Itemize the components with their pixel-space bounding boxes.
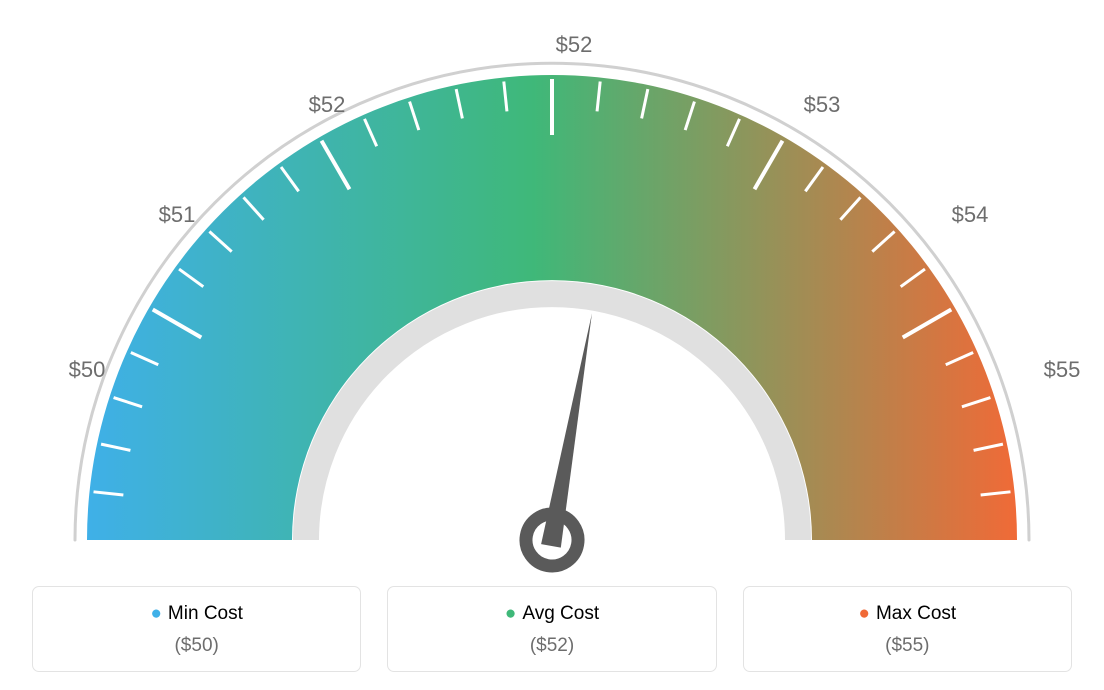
legend-avg-value: ($52) — [388, 635, 715, 657]
scale-label: $52 — [556, 32, 593, 58]
scale-label: $52 — [309, 92, 346, 118]
legend-max-text: Max Cost — [876, 603, 956, 624]
dot-icon: ● — [150, 603, 161, 624]
legend-max-value: ($55) — [744, 635, 1071, 657]
legend-min: ● Min Cost ($50) — [32, 586, 361, 672]
legend-min-text: Min Cost — [168, 603, 243, 624]
legend-row: ● Min Cost ($50) ● Avg Cost ($52) ● Max Cos… — [32, 586, 1072, 672]
legend-min-value: ($50) — [33, 635, 360, 657]
scale-label: $51 — [159, 202, 196, 228]
cost-gauge: $50 $51 $52 $52 $53 $54 $55 — [22, 20, 1082, 580]
legend-avg: ● Avg Cost ($52) — [387, 586, 716, 672]
dot-icon: ● — [858, 603, 869, 624]
legend-min-label: ● Min Cost — [33, 603, 360, 625]
legend-avg-label: ● Avg Cost — [388, 603, 715, 625]
scale-label: $55 — [1044, 357, 1081, 383]
scale-label: $50 — [69, 357, 106, 383]
legend-max: ● Max Cost ($55) — [743, 586, 1072, 672]
scale-label: $54 — [952, 202, 989, 228]
legend-avg-text: Avg Cost — [522, 603, 599, 624]
scale-label: $53 — [804, 92, 841, 118]
legend-max-label: ● Max Cost — [744, 603, 1071, 625]
gauge-svg — [22, 20, 1082, 580]
dot-icon: ● — [505, 603, 516, 624]
